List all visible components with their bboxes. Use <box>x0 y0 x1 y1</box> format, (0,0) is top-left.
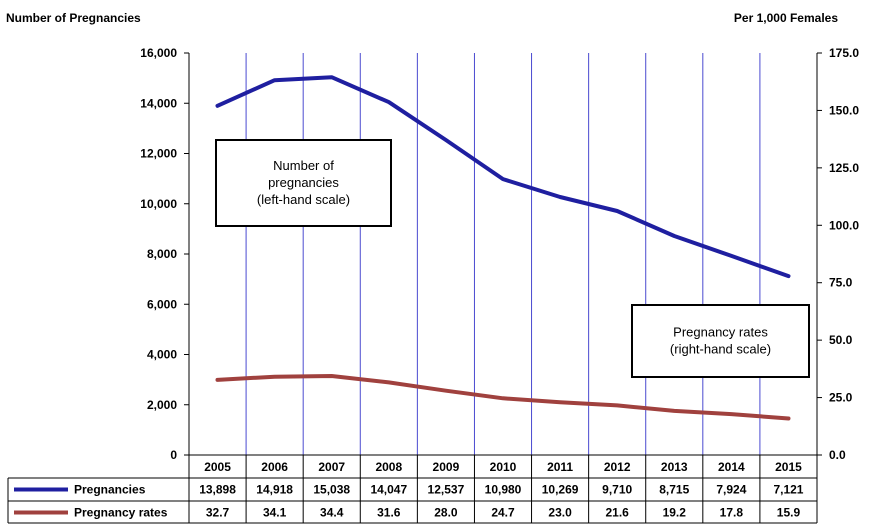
series-line <box>215 75 791 279</box>
legend-label: Pregnancies <box>74 483 146 497</box>
data-label: 32.7 <box>206 506 230 520</box>
annotation-text: Pregnancy rates <box>673 325 768 340</box>
annotation-box <box>631 304 810 378</box>
x-tick-label: 2007 <box>318 460 345 474</box>
left-axis-title: Number of Pregnancies <box>6 11 141 25</box>
x-tick-label: 2010 <box>490 460 517 474</box>
data-label: 14,047 <box>370 483 407 497</box>
right-tick-label: 75.0 <box>829 276 853 290</box>
data-label: 14,918 <box>256 483 293 497</box>
right-tick-label: 25.0 <box>829 391 853 405</box>
data-label: 17.8 <box>720 506 744 520</box>
left-tick-label: 16,000 <box>140 46 177 60</box>
annotation-text: (left-hand scale) <box>257 192 350 207</box>
left-tick-label: 14,000 <box>140 96 177 110</box>
data-label: 15.9 <box>777 506 801 520</box>
axes <box>184 52 822 456</box>
data-label: 8,715 <box>659 483 689 497</box>
data-label: 24.7 <box>491 506 515 520</box>
x-tick-label: 2008 <box>375 460 402 474</box>
x-tick-label: 2005 <box>204 460 231 474</box>
data-label: 10,269 <box>542 483 579 497</box>
right-tick-label: 150.0 <box>829 103 859 117</box>
data-label: 7,924 <box>716 483 746 497</box>
right-axis-title: Per 1,000 Females <box>734 11 838 25</box>
x-tick-label: 2015 <box>775 460 802 474</box>
left-tick-label: 8,000 <box>147 247 177 261</box>
x-tick-label: 2011 <box>547 460 573 474</box>
data-label: 23.0 <box>548 506 572 520</box>
right-tick-label: 0.0 <box>829 448 846 462</box>
left-tick-label: 0 <box>170 448 177 462</box>
data-label: 15,038 <box>313 483 350 497</box>
tick-labels: 0 2,000 4,000 6,000 8,000 10,000 12,000 14,000 1… <box>140 46 859 462</box>
x-tick-label: 2012 <box>604 460 631 474</box>
x-tick-label: 2009 <box>433 460 460 474</box>
series-lines <box>215 75 791 421</box>
data-label: 31.6 <box>377 506 401 520</box>
data-label: 21.6 <box>606 506 630 520</box>
data-table: 2005 2006 2007 2008 2009 2010 2011 2012 2013 2014… <box>7 455 818 524</box>
data-label: 7,121 <box>773 483 803 497</box>
right-tick-label: 175.0 <box>829 46 859 60</box>
annotation-text: Number of <box>273 158 334 173</box>
data-label: 34.4 <box>320 506 344 520</box>
right-tick-label: 100.0 <box>829 218 859 232</box>
data-label: 28.0 <box>434 506 458 520</box>
left-tick-label: 12,000 <box>140 147 177 161</box>
data-label: 34.1 <box>263 506 287 520</box>
annotations: Number of pregnancies (left-hand scale) Pre… <box>215 139 810 378</box>
data-label: 12,537 <box>428 483 465 497</box>
x-tick-label: 2014 <box>718 460 745 474</box>
annotation-box <box>215 139 392 227</box>
x-tick-label: 2006 <box>261 460 288 474</box>
annotation-text: pregnancies <box>268 175 339 190</box>
grid-lines <box>245 53 761 455</box>
left-tick-label: 6,000 <box>147 297 177 311</box>
data-label: 9,710 <box>602 483 632 497</box>
data-label: 10,980 <box>485 483 522 497</box>
left-tick-label: 4,000 <box>147 348 177 362</box>
annotation-text: (right-hand scale) <box>670 342 771 357</box>
series-line <box>215 374 791 421</box>
right-tick-label: 50.0 <box>829 333 853 347</box>
right-tick-label: 125.0 <box>829 161 859 175</box>
data-label: 13,898 <box>199 483 236 497</box>
left-tick-label: 2,000 <box>147 398 177 412</box>
left-tick-label: 10,000 <box>140 197 177 211</box>
legend-label: Pregnancy rates <box>74 506 168 520</box>
x-tick-label: 2013 <box>661 460 688 474</box>
data-label: 19.2 <box>663 506 687 520</box>
